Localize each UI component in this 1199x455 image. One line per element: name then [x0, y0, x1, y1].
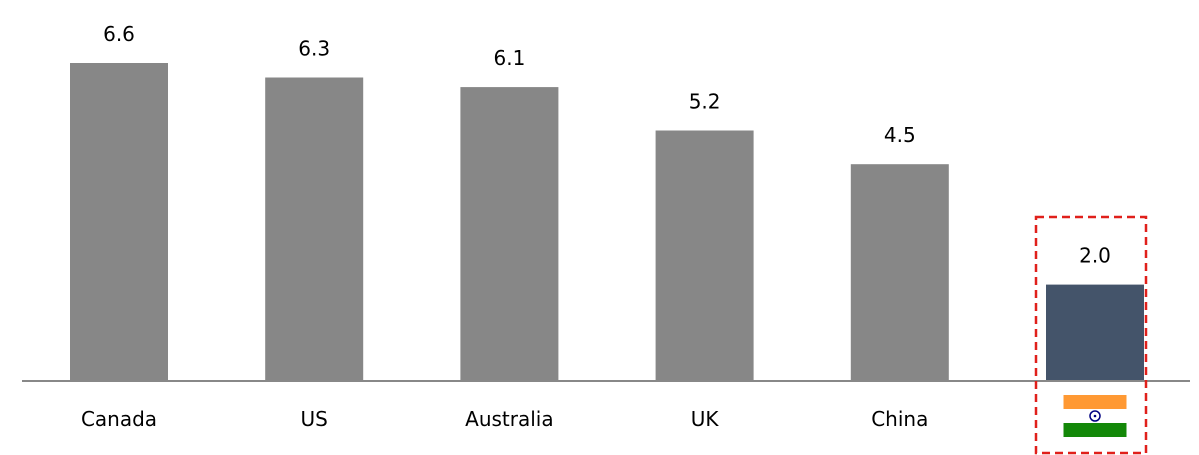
- bar-australia: [460, 87, 559, 381]
- bar-us: [265, 77, 364, 381]
- data-label: 4.5: [884, 123, 916, 147]
- category-label: US: [301, 407, 328, 431]
- value-labels-group: 6.6 6.3 6.1 5.2 4.5 2.0: [103, 22, 1111, 268]
- highlight-box: [1034, 215, 1148, 455]
- data-label: 6.3: [298, 37, 330, 61]
- data-label: 5.2: [689, 90, 721, 114]
- bar-china: [850, 164, 949, 381]
- data-label: 6.1: [493, 46, 525, 70]
- bars-group: [70, 63, 1144, 381]
- category-label: Canada: [81, 407, 157, 431]
- bar-canada: [70, 63, 168, 381]
- data-label: 6.6: [103, 22, 135, 46]
- category-label: UK: [691, 407, 720, 431]
- category-label: Australia: [465, 407, 553, 431]
- category-labels-group: Canada US Australia UK China: [81, 407, 928, 431]
- data-label: 2.0: [1079, 244, 1111, 268]
- india-flag-icon: [1063, 395, 1127, 437]
- bar-uk: [655, 130, 754, 381]
- bar-india: [1046, 284, 1144, 381]
- category-label: China: [871, 407, 928, 431]
